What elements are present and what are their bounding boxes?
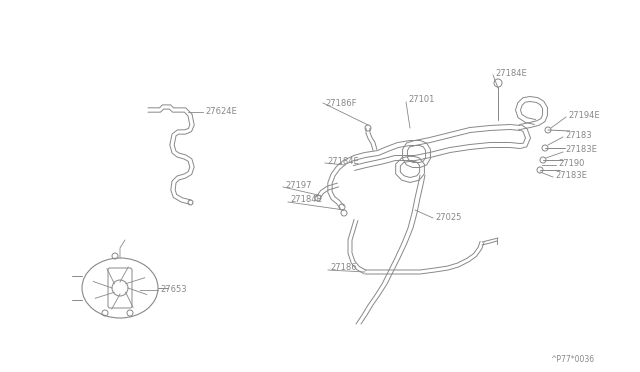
Text: ^P77*0036: ^P77*0036 (550, 356, 594, 365)
Text: 27624E: 27624E (205, 108, 237, 116)
Text: 27186: 27186 (330, 263, 356, 273)
Text: 27184E: 27184E (327, 157, 359, 167)
Text: 27183E: 27183E (565, 145, 597, 154)
Text: 27101: 27101 (408, 96, 435, 105)
Text: 27186F: 27186F (325, 99, 356, 108)
Text: 27183E: 27183E (555, 170, 587, 180)
Text: 27194E: 27194E (568, 110, 600, 119)
Text: 27183: 27183 (565, 131, 591, 140)
Text: 27197: 27197 (285, 180, 312, 189)
Text: 27184E: 27184E (290, 196, 322, 205)
Text: 27184E: 27184E (495, 68, 527, 77)
Text: 27653: 27653 (160, 285, 187, 295)
Text: 27025: 27025 (435, 214, 461, 222)
Text: 27190: 27190 (558, 158, 584, 167)
